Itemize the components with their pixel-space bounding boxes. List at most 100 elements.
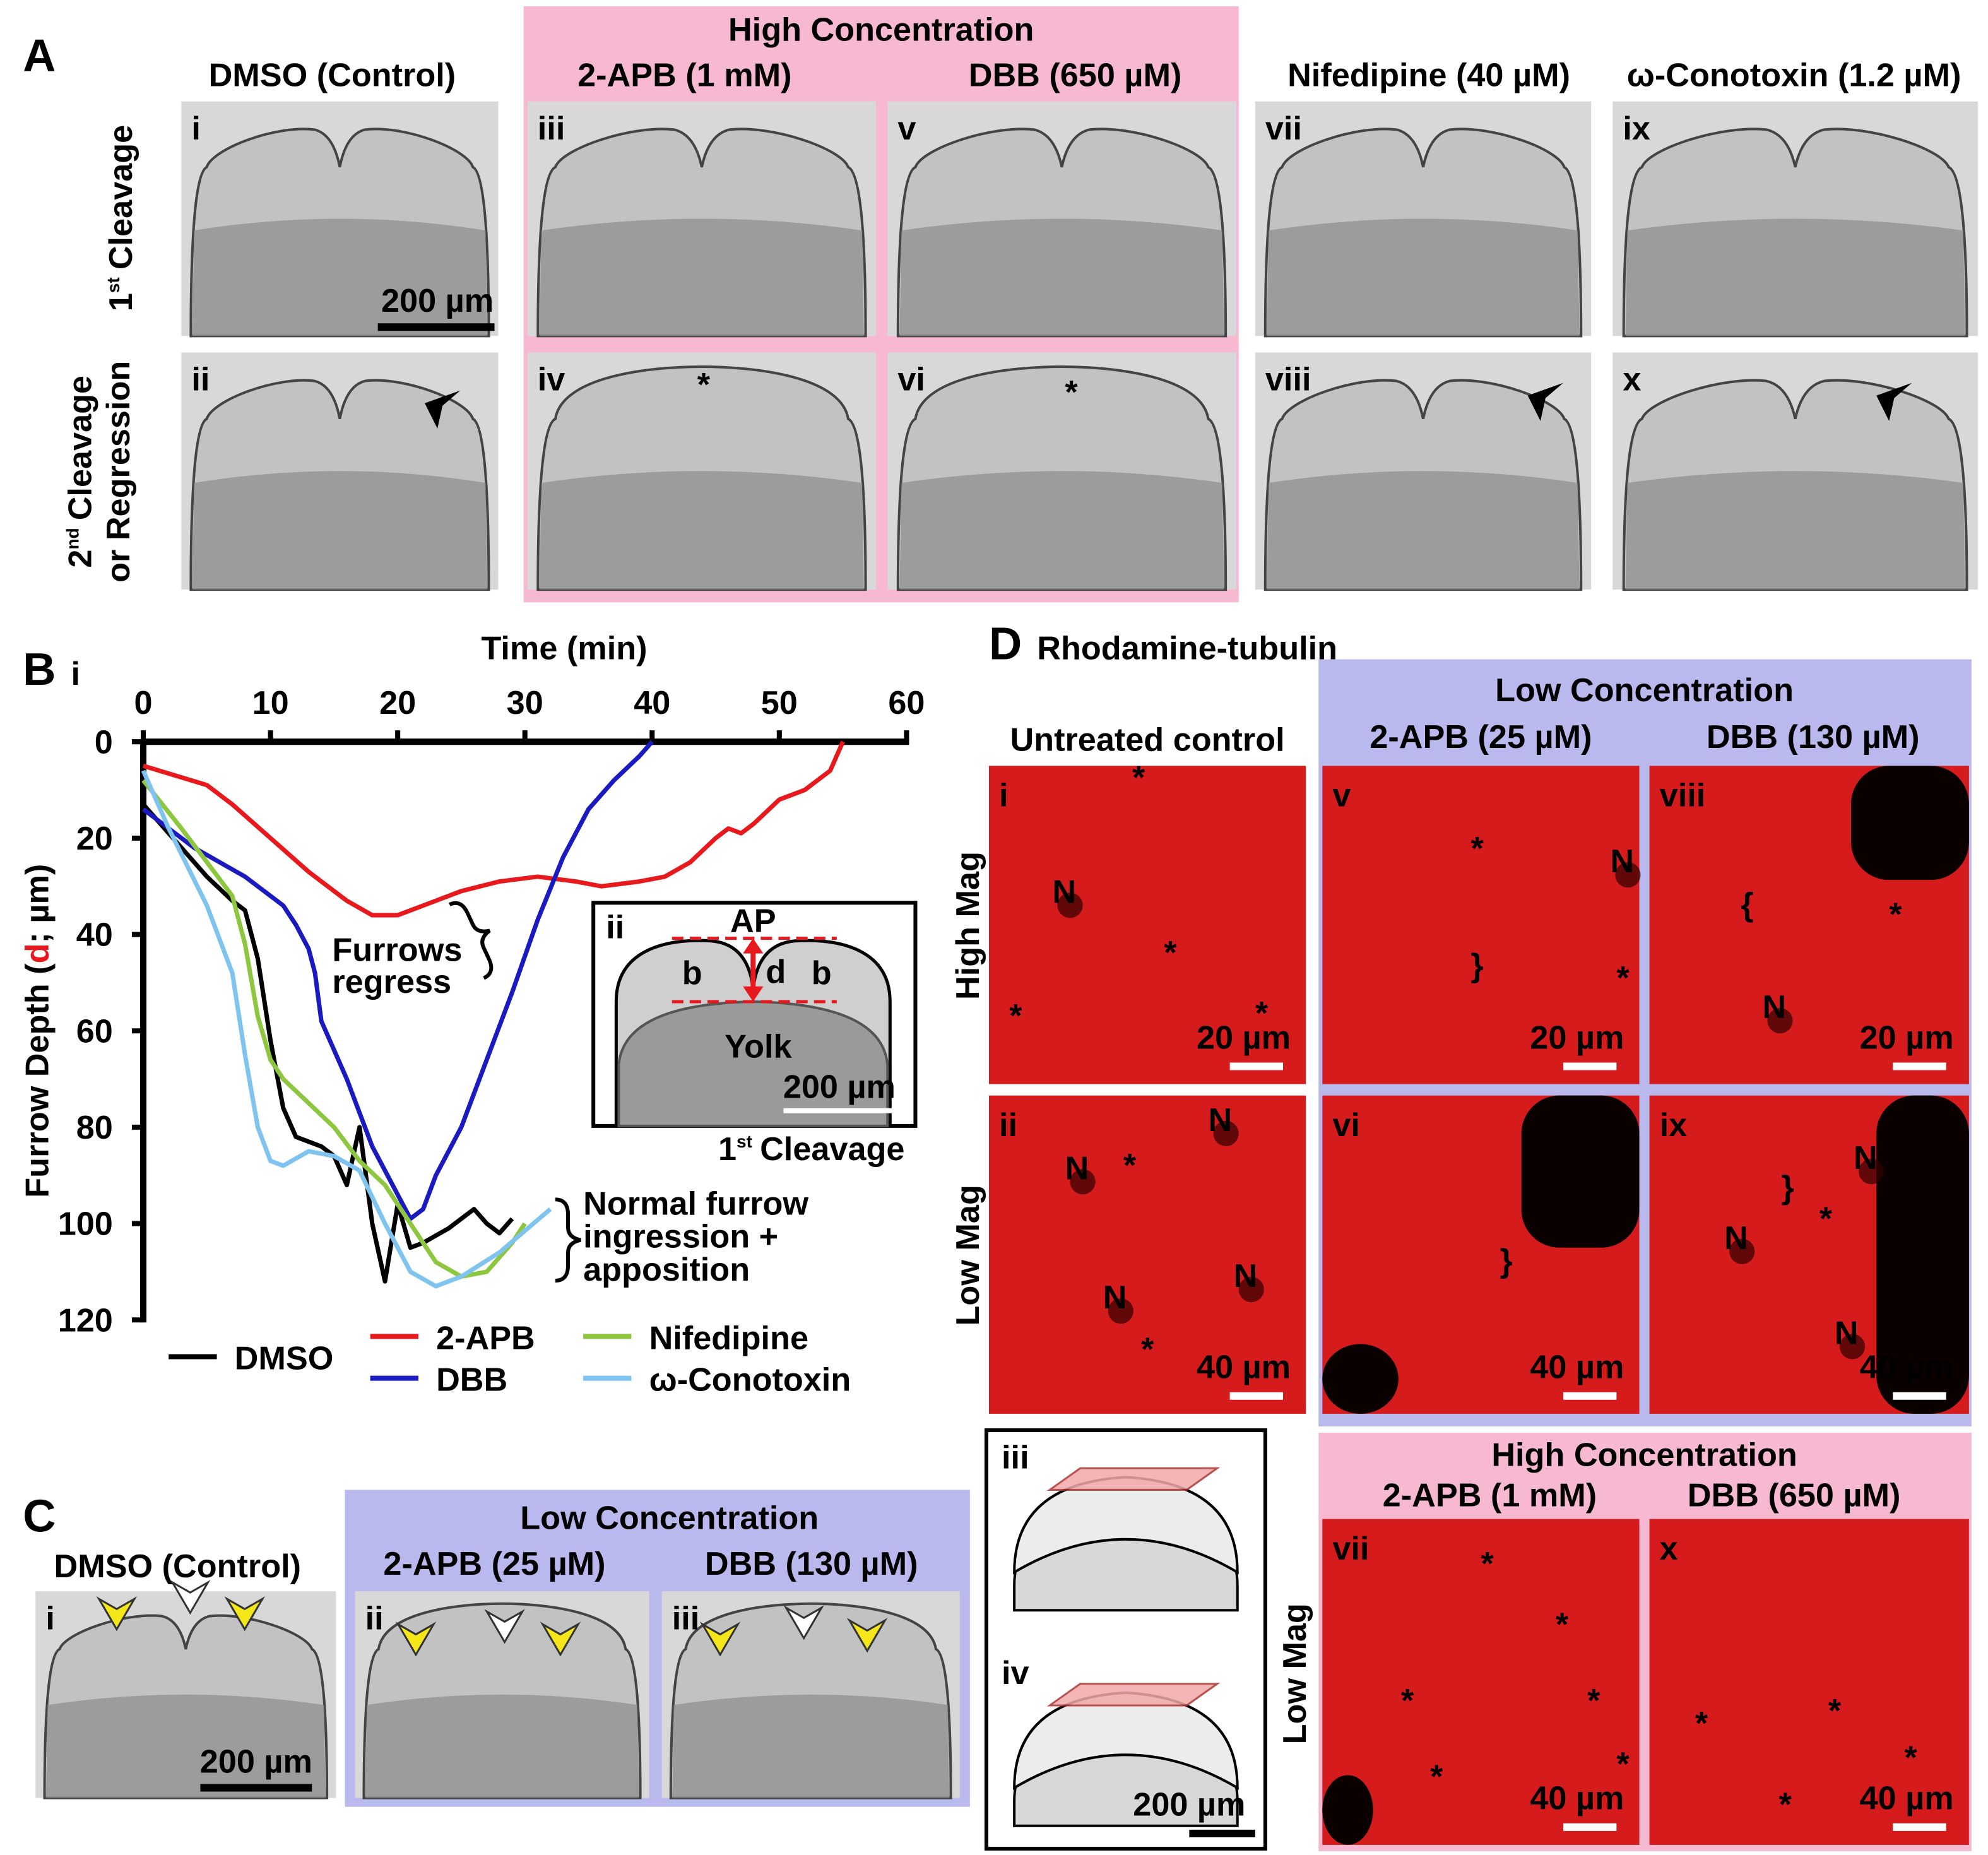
panel-label: ix	[1623, 110, 1650, 147]
column-header: DBB (650 µM)	[1688, 1478, 1901, 1514]
column-header: DBB (130 µM)	[1707, 719, 1920, 756]
panel-label: i	[191, 110, 201, 147]
panel-label: v	[897, 110, 916, 147]
panel-letter: C	[23, 1491, 56, 1542]
scale-bar-label: 200 µm	[1133, 1787, 1245, 1823]
arrowhead	[96, 1596, 138, 1632]
row-label: High Mag	[950, 851, 986, 1000]
x-tick-label: 50	[761, 685, 798, 721]
annotation-mark: *	[1470, 831, 1484, 867]
annotation: Normal furrow	[583, 1186, 808, 1223]
inset-label: Yolk	[725, 1028, 792, 1065]
annotation-mark: {	[1741, 886, 1753, 923]
x-tick-label: 40	[634, 685, 670, 721]
y-axis-title-part: ; µm)	[19, 864, 56, 944]
arrowhead	[170, 1579, 211, 1615]
panel-label: vi	[1332, 1107, 1360, 1144]
annotation: apposition	[583, 1252, 750, 1288]
nucleus	[1238, 1276, 1264, 1303]
inset-label: AP	[730, 903, 776, 940]
yolk	[1625, 471, 1965, 590]
scale-bar-label: 200 µm	[783, 1069, 896, 1106]
row-label-part: 2	[62, 550, 99, 568]
panel-label: iii	[538, 110, 565, 147]
annotation: regress	[332, 964, 451, 1000]
column-header: ω-Conotoxin (1.2 µM)	[1627, 57, 1961, 94]
annotation-mark: N	[1724, 1220, 1748, 1257]
annotation: Furrows	[332, 932, 462, 969]
arrowhead	[484, 1609, 525, 1644]
panel-label: vi	[897, 362, 925, 398]
row-label: Low Mag	[1277, 1603, 1313, 1744]
row-label: or Regression	[100, 361, 137, 583]
panel-title: Rhodamine-tubulin	[1037, 631, 1337, 667]
arrowhead	[783, 1605, 824, 1640]
annotation-mark: N	[1835, 1315, 1859, 1351]
series-line	[141, 779, 527, 1279]
group-title: High Concentration	[728, 11, 1034, 48]
arrowhead	[540, 1621, 581, 1657]
annotation-mark: N	[1052, 874, 1076, 910]
brace	[449, 901, 494, 980]
asterisk: *	[697, 367, 711, 403]
background	[1322, 1775, 1373, 1845]
panel-label: ii	[606, 910, 624, 946]
inset-caption: 1st Cleavage	[718, 1131, 904, 1168]
scale-bar-label: 40 µm	[1197, 1349, 1291, 1386]
row-label-part: Cleavage	[103, 125, 139, 270]
annotation-mark: *	[1481, 1546, 1494, 1582]
panel-label: vii	[1332, 1531, 1369, 1567]
annotation-mark: *	[1141, 1332, 1154, 1368]
y-tick-label: 120	[58, 1302, 113, 1339]
annotation-mark: }	[1782, 1169, 1794, 1206]
arrowhead	[1876, 382, 1912, 421]
yolk	[540, 471, 864, 590]
inset-label: d	[766, 954, 786, 990]
annotation-mark: *	[1255, 995, 1269, 1032]
yolk	[899, 218, 1224, 336]
annotation-mark: *	[1616, 1746, 1630, 1782]
diagram-cells	[1013, 1691, 1239, 1791]
background	[1876, 1095, 1969, 1414]
panel-label: i	[71, 656, 81, 692]
panel-label: v	[1332, 778, 1351, 814]
panel-label: ii	[999, 1107, 1017, 1144]
nucleus	[1615, 862, 1641, 888]
annotation-mark: *	[1889, 896, 1902, 933]
arrowhead	[395, 1621, 437, 1657]
annotation-mark: *	[1819, 1201, 1833, 1238]
panel-label: iii	[672, 1600, 700, 1637]
yolk	[1267, 218, 1580, 336]
scale-bar-label: 40 µm	[1530, 1349, 1624, 1386]
column-header: Nifedipine (40 µM)	[1287, 57, 1570, 94]
row-label: 1st Cleavage	[103, 125, 139, 311]
asterisk: *	[1065, 374, 1078, 411]
yolk	[1625, 218, 1965, 336]
nucleus	[1767, 1008, 1793, 1034]
legend-label: DMSO	[235, 1341, 334, 1377]
arrowhead	[743, 938, 764, 954]
panel-label: i	[999, 778, 1009, 814]
annotation-mark: *	[1009, 998, 1022, 1034]
inset-label: b	[812, 955, 832, 992]
x-tick-label: 0	[134, 685, 153, 721]
background	[1521, 1095, 1640, 1248]
annotation-mark: N	[1610, 843, 1634, 880]
series-line	[141, 769, 552, 1289]
fluorescence-image	[1649, 1519, 1969, 1845]
row-label-part: nd	[63, 528, 83, 549]
fluorescence-image	[1322, 766, 1640, 1084]
column-header: DMSO (Control)	[54, 1548, 301, 1585]
yolk	[192, 471, 487, 590]
x-tick-label: 10	[252, 685, 289, 721]
group-title: Low Concentration	[1495, 672, 1794, 709]
series-line	[141, 803, 514, 1284]
legend-label: 2-APB	[436, 1320, 535, 1356]
row-label-part: Cleavage	[62, 376, 99, 520]
yolk	[45, 1694, 326, 1798]
column-header: 2-APB (1 mM)	[577, 57, 791, 94]
row-label: Low Mag	[950, 1185, 986, 1325]
legend-label: DBB	[436, 1362, 507, 1399]
arrowhead	[1527, 382, 1563, 421]
